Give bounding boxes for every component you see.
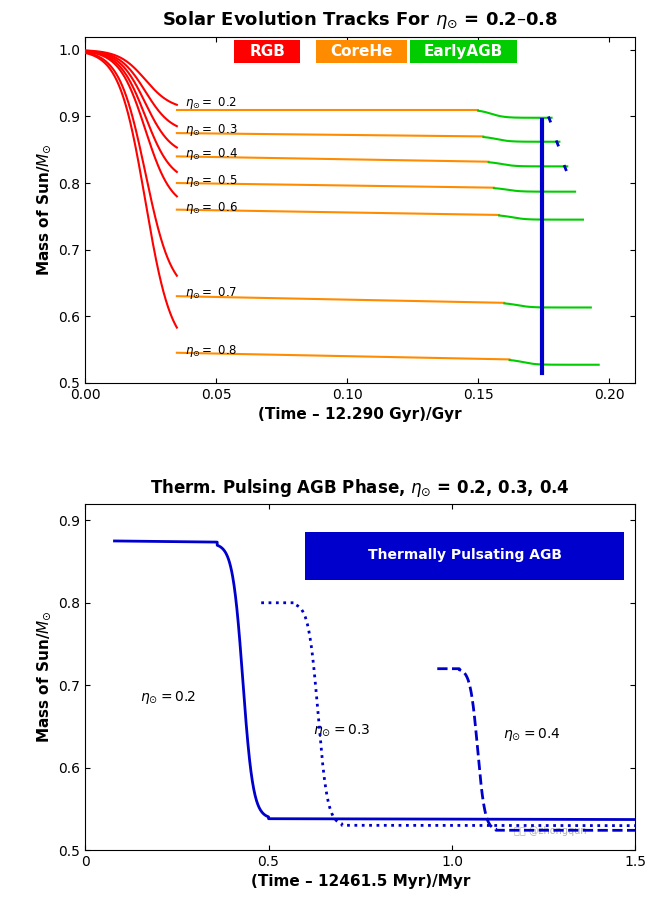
- Text: $\eta_{\odot}=$ 0.7: $\eta_{\odot}=$ 0.7: [185, 285, 236, 301]
- FancyBboxPatch shape: [316, 40, 407, 62]
- Text: $\eta_{\odot}=0.4$: $\eta_{\odot}=0.4$: [503, 727, 561, 743]
- FancyBboxPatch shape: [234, 40, 300, 62]
- Y-axis label: Mass of Sun/$M_{\odot}$: Mass of Sun/$M_{\odot}$: [35, 611, 53, 743]
- Text: CoreHe: CoreHe: [330, 44, 392, 58]
- Text: RGB: RGB: [250, 44, 286, 58]
- FancyBboxPatch shape: [305, 532, 624, 580]
- FancyBboxPatch shape: [410, 40, 517, 62]
- Title: Therm. Pulsing AGB Phase, $\eta_{\odot}$ = 0.2, 0.3, 0.4: Therm. Pulsing AGB Phase, $\eta_{\odot}$…: [151, 477, 570, 499]
- Text: Thermally Pulsating AGB: Thermally Pulsating AGB: [368, 548, 562, 562]
- Text: $\eta_{\odot}=$ 0.6: $\eta_{\odot}=$ 0.6: [185, 200, 238, 217]
- Text: $\eta_{\odot}=$ 0.8: $\eta_{\odot}=$ 0.8: [185, 343, 237, 359]
- Y-axis label: Mass of Sun/$M_{\odot}$: Mass of Sun/$M_{\odot}$: [35, 143, 53, 276]
- Text: 知乎 @zhongqun: 知乎 @zhongqun: [514, 826, 587, 836]
- X-axis label: (Time – 12461.5 Myr)/Myr: (Time – 12461.5 Myr)/Myr: [251, 875, 470, 889]
- Text: $\eta_{\odot}=0.2$: $\eta_{\odot}=0.2$: [140, 689, 196, 706]
- Text: $\eta_{\odot}=$ 0.2: $\eta_{\odot}=$ 0.2: [185, 95, 236, 112]
- Text: EarlyAGB: EarlyAGB: [424, 44, 503, 58]
- Text: $\eta_{\odot}=$ 0.3: $\eta_{\odot}=$ 0.3: [185, 122, 237, 138]
- X-axis label: (Time – 12.290 Gyr)/Gyr: (Time – 12.290 Gyr)/Gyr: [259, 407, 462, 422]
- Text: $\eta_{\odot}=$ 0.4: $\eta_{\odot}=$ 0.4: [185, 146, 238, 163]
- Text: $\eta_{\odot}=0.3$: $\eta_{\odot}=0.3$: [312, 722, 370, 739]
- Title: Solar Evolution Tracks For $\eta_{\odot}$ = 0.2–0.8: Solar Evolution Tracks For $\eta_{\odot}…: [162, 9, 558, 31]
- Text: $\eta_{\odot}=$ 0.5: $\eta_{\odot}=$ 0.5: [185, 173, 237, 189]
